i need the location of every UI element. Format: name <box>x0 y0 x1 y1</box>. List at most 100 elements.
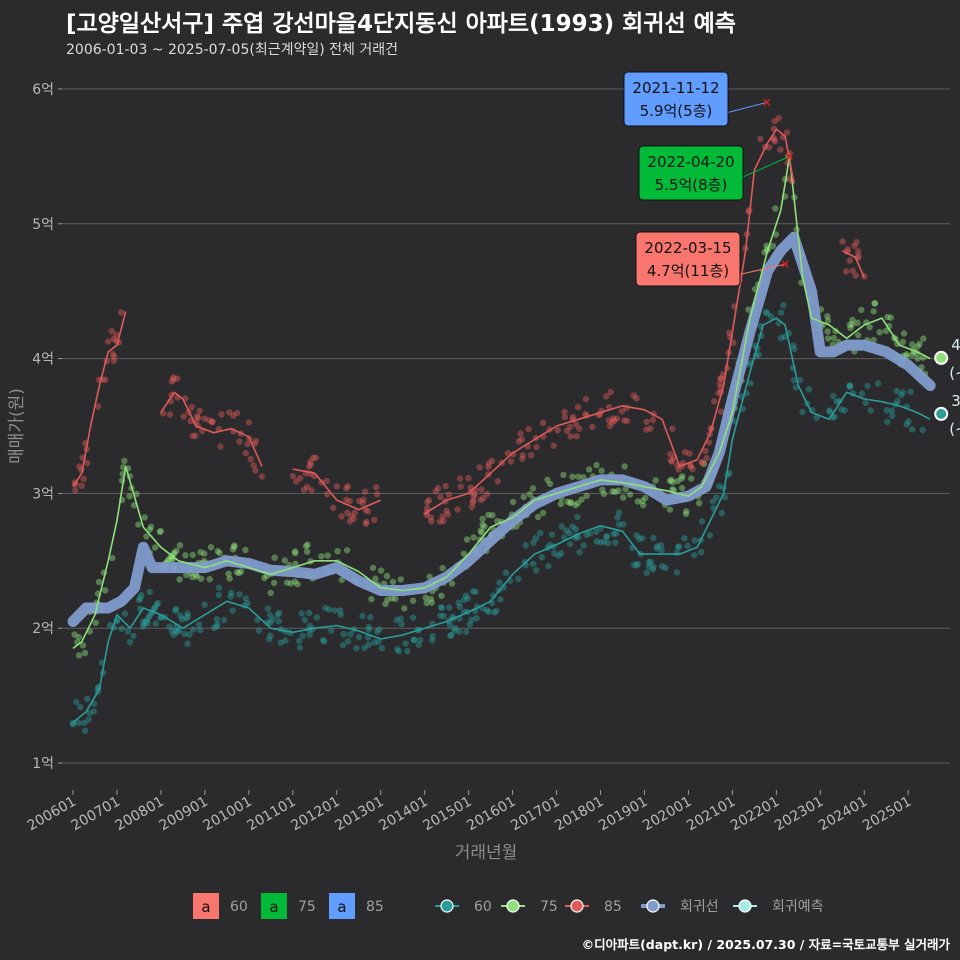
x-tick-label: 201901 <box>596 794 650 835</box>
scatter-point-60 <box>675 543 683 550</box>
scatter-point-85 <box>330 504 337 511</box>
scatter-point-85 <box>244 440 251 448</box>
scatter-point-60 <box>451 624 459 632</box>
scatter-point-60 <box>378 645 385 652</box>
scatter-point-85 <box>434 484 442 492</box>
scatter-point-75 <box>849 316 856 324</box>
scatter-point-60 <box>658 563 666 570</box>
scatter-point-60 <box>555 552 562 559</box>
scatter-point-60 <box>493 607 500 615</box>
scatter-point-85 <box>170 374 177 381</box>
scatter-point-60 <box>227 593 234 600</box>
scatter-point-75 <box>192 571 199 579</box>
scatter-point-60 <box>146 612 153 620</box>
scatter-point-60 <box>313 614 320 621</box>
scatter-point-60 <box>593 538 600 545</box>
scatter-point-85 <box>567 433 574 440</box>
scatter-point-60 <box>145 614 152 621</box>
scatter-point-75 <box>666 477 674 485</box>
scatter-point-85 <box>855 252 862 260</box>
scatter-point-60 <box>894 398 901 405</box>
forecast-marker-60 <box>934 406 949 421</box>
scatter-point-60 <box>502 569 510 576</box>
scatter-point-75 <box>564 498 571 505</box>
scatter-point-60 <box>603 533 610 540</box>
scatter-point-85 <box>102 376 109 384</box>
scatter-point-75 <box>135 521 142 528</box>
scatter-point-60 <box>172 605 180 613</box>
scatter-point-85 <box>643 418 650 425</box>
scatter-point-60 <box>846 382 854 389</box>
scatter-point-60 <box>569 523 576 530</box>
scatter-point-60 <box>907 388 914 395</box>
scatter-point-60 <box>446 604 453 611</box>
scatter-point-85 <box>170 376 177 383</box>
scatter-point-85 <box>624 417 631 425</box>
scatter-point-75 <box>477 527 484 534</box>
scatter-point-60 <box>331 607 338 614</box>
scatter-point-60 <box>530 560 537 567</box>
scatter-point-75 <box>544 476 551 483</box>
scatter-point-75 <box>460 550 468 557</box>
scatter-point-60 <box>635 535 643 542</box>
scatter-point-75 <box>871 300 878 307</box>
scatter-point-60 <box>633 562 640 569</box>
scatter-point-85 <box>621 417 628 424</box>
scatter-point-60 <box>320 637 327 644</box>
scatter-point-60 <box>85 716 92 723</box>
scatter-point-85 <box>573 433 580 440</box>
scatter-point-75 <box>903 351 910 358</box>
scatter-point-75 <box>887 314 894 321</box>
scatter-point-60 <box>530 539 537 546</box>
scatter-point-60 <box>883 407 890 414</box>
scatter-point-75 <box>567 499 574 507</box>
scatter-point-75 <box>146 526 153 533</box>
scatter-point-85 <box>110 357 118 364</box>
scatter-point-60 <box>634 560 641 568</box>
scatter-point-75 <box>216 549 223 557</box>
scatter-point-85 <box>607 388 614 396</box>
scatter-point-85 <box>675 466 682 473</box>
scatter-point-60 <box>491 609 498 616</box>
scatter-point-75 <box>233 569 241 576</box>
x-tick-label: 202301 <box>772 794 826 835</box>
scatter-point-85 <box>711 398 718 405</box>
scatter-point-85 <box>770 136 778 143</box>
scatter-point-85 <box>343 496 350 503</box>
scatter-point-60 <box>909 426 916 433</box>
scatter-point-60 <box>650 534 657 542</box>
scatter-point-75 <box>683 508 690 515</box>
scatter-point-60 <box>429 633 436 640</box>
scatter-point-85 <box>168 378 175 385</box>
scatter-point-85 <box>730 339 737 347</box>
scatter-point-60 <box>455 599 462 606</box>
scatter-point-75 <box>696 499 703 507</box>
scatter-point-85 <box>80 475 87 483</box>
scatter-point-85 <box>609 415 617 422</box>
scatter-point-60 <box>137 595 144 602</box>
scatter-point-75 <box>914 355 921 362</box>
scatter-point-85 <box>471 490 478 498</box>
scatter-point-85 <box>528 451 535 459</box>
x-axis-title: 거래년월 <box>455 843 518 863</box>
x-tick-label: 202201 <box>728 794 782 835</box>
scatter-point-75 <box>176 576 183 583</box>
scatter-point-85 <box>494 478 501 485</box>
scatter-point-60 <box>497 596 504 603</box>
scatter-point-60 <box>213 623 220 630</box>
scatter-point-60 <box>792 384 799 391</box>
scatter-point-75 <box>858 306 865 314</box>
scatter-point-60 <box>376 626 383 633</box>
scatter-point-85 <box>159 410 167 417</box>
scatter-point-85 <box>439 513 446 520</box>
scatter-point-85 <box>470 497 477 504</box>
scatter-point-75 <box>585 466 593 473</box>
scatter-point-85 <box>300 486 308 493</box>
x-tick-label: 201801 <box>552 794 606 835</box>
legend-line-label-회귀선: 회귀선 <box>680 899 719 915</box>
scatter-point-60 <box>780 302 787 309</box>
scatter-point-85 <box>703 455 710 462</box>
scatter-point-60 <box>135 596 143 604</box>
scatter-point-75 <box>824 328 831 335</box>
scatter-point-75 <box>745 306 752 313</box>
